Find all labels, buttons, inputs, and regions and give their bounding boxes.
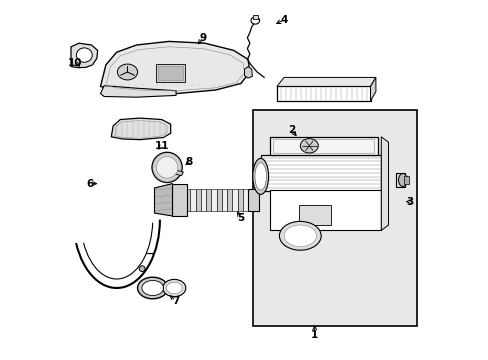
Polygon shape: [226, 189, 232, 211]
Polygon shape: [211, 189, 216, 211]
Text: 5: 5: [237, 213, 244, 223]
Polygon shape: [201, 189, 205, 211]
Ellipse shape: [142, 280, 163, 296]
Polygon shape: [170, 169, 183, 176]
Polygon shape: [222, 189, 226, 211]
Ellipse shape: [76, 48, 92, 62]
Text: 9: 9: [199, 33, 206, 43]
Polygon shape: [243, 189, 247, 211]
Polygon shape: [101, 86, 176, 97]
Bar: [253, 110, 416, 326]
Ellipse shape: [166, 282, 182, 294]
Ellipse shape: [117, 64, 137, 80]
Text: 3: 3: [406, 197, 413, 207]
Polygon shape: [205, 189, 211, 211]
Polygon shape: [101, 41, 249, 94]
Ellipse shape: [163, 279, 185, 297]
Text: 4: 4: [280, 15, 287, 25]
Polygon shape: [269, 190, 381, 230]
Bar: [403, 176, 408, 184]
Polygon shape: [237, 189, 243, 211]
Bar: [156, 64, 185, 82]
Polygon shape: [269, 137, 377, 155]
Polygon shape: [244, 67, 252, 78]
Ellipse shape: [252, 158, 268, 194]
Ellipse shape: [284, 225, 316, 247]
Polygon shape: [172, 184, 186, 216]
Ellipse shape: [250, 17, 259, 24]
Polygon shape: [276, 86, 370, 101]
Polygon shape: [216, 189, 222, 211]
Polygon shape: [111, 118, 170, 140]
Polygon shape: [247, 189, 258, 211]
Ellipse shape: [300, 139, 318, 153]
Polygon shape: [185, 189, 190, 211]
Ellipse shape: [279, 221, 321, 250]
Polygon shape: [71, 43, 98, 68]
Ellipse shape: [254, 163, 266, 190]
Polygon shape: [276, 77, 375, 86]
Text: 1: 1: [310, 330, 318, 340]
Ellipse shape: [139, 266, 145, 271]
Text: 6: 6: [86, 179, 93, 189]
Ellipse shape: [137, 277, 167, 299]
Polygon shape: [190, 189, 195, 211]
Polygon shape: [232, 189, 237, 211]
Polygon shape: [395, 173, 404, 187]
Bar: [158, 66, 183, 80]
Ellipse shape: [398, 174, 407, 186]
Bar: [298, 205, 330, 225]
Text: 2: 2: [287, 125, 294, 135]
Polygon shape: [154, 184, 172, 216]
Text: 11: 11: [154, 141, 169, 151]
Polygon shape: [195, 189, 201, 211]
Ellipse shape: [152, 152, 182, 183]
Text: 7: 7: [172, 296, 180, 306]
Polygon shape: [370, 77, 375, 101]
Text: 10: 10: [68, 58, 82, 68]
Polygon shape: [381, 137, 387, 230]
Ellipse shape: [156, 157, 178, 178]
Bar: [253, 15, 258, 19]
Text: 8: 8: [184, 157, 192, 167]
Polygon shape: [260, 155, 381, 191]
